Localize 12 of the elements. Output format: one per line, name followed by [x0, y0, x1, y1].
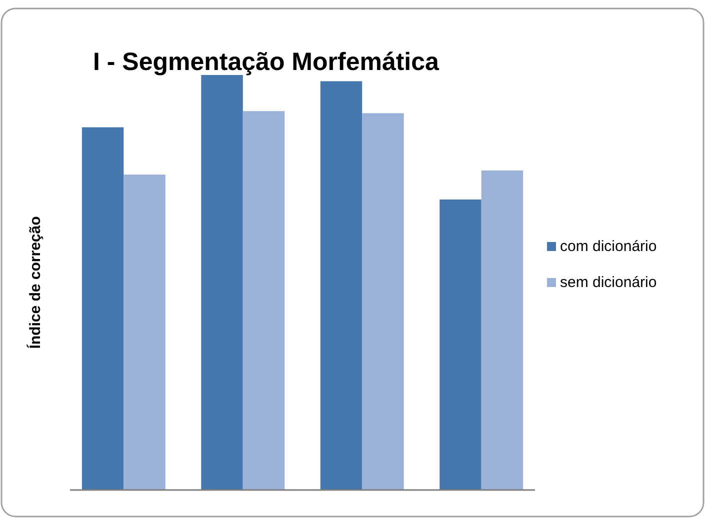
- legend-label: com dicionário: [560, 238, 657, 255]
- bar: [481, 170, 524, 490]
- y-axis-title: Índice de correção: [26, 216, 44, 349]
- bar: [362, 113, 404, 490]
- chart-title: I - Segmentação Morfemática: [93, 48, 440, 76]
- bar: [320, 81, 362, 490]
- bar: [124, 174, 166, 490]
- legend-label: sem dicionário: [560, 274, 657, 291]
- bar: [242, 111, 285, 490]
- bar: [440, 200, 482, 490]
- bar: [82, 127, 124, 490]
- bar: [201, 75, 243, 490]
